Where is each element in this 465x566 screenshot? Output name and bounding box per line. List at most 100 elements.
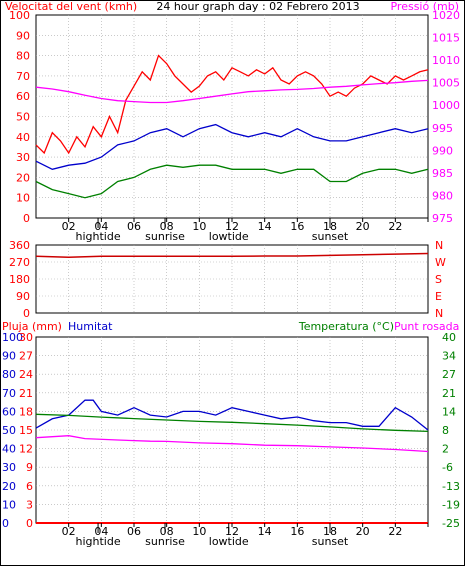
climate-x-tick-label: 22: [388, 525, 402, 538]
wind-y-tick-label: 0: [23, 212, 30, 225]
wind-x-tick-label: 02: [62, 220, 76, 233]
wind-y-tick-label: 30: [16, 151, 30, 164]
wind-y-tick-label: 10: [16, 192, 30, 205]
wind-y-tick-label: 60: [16, 90, 30, 103]
temperature-y-tick-label: 34: [442, 350, 456, 363]
wind-x-tick-label: 20: [356, 220, 370, 233]
series-wind_gust: [35, 54, 429, 155]
direction-y-tick-label: 180: [9, 273, 30, 286]
temperature-y-tick-label: 40: [442, 331, 456, 344]
rain-y-tick-label: 27: [19, 350, 33, 363]
wind-x-tick-label: 08: [160, 220, 174, 233]
temperature-y-tick-label: 8: [442, 424, 449, 437]
dewpoint-axis-label: Punt rosada: [394, 320, 459, 333]
wind-x-tick-label: 14: [258, 220, 272, 233]
wind-event-label: sunset: [312, 230, 349, 243]
humidity-y-tick-label: 50: [2, 424, 16, 437]
temperature-y-tick-label: 2: [442, 443, 449, 456]
humidity-y-tick-label: 20: [2, 480, 16, 493]
climate-x-tick-label: 20: [356, 525, 370, 538]
wind-y-tick-label: 100: [9, 9, 30, 22]
humidity-y-tick-label: 40: [2, 443, 16, 456]
temperature-y-tick-label: -19: [442, 498, 460, 511]
climate-event-label: sunset: [312, 535, 349, 548]
pressure-y-tick-label: 995: [432, 122, 453, 135]
pressure-axis-label: Pressió (mb): [390, 0, 459, 13]
climate-x-tick-label: 16: [290, 525, 304, 538]
series-wind_min: [35, 164, 429, 199]
series-wind_dir: [35, 252, 429, 259]
wind-y-tick-label: 40: [16, 131, 30, 144]
humidity-axis-label: Humitat: [68, 320, 113, 333]
wind-y-tick-label: 90: [16, 29, 30, 42]
rain-y-tick-label: 0: [26, 517, 33, 530]
compass-tick-label: S: [435, 273, 442, 286]
pressure-y-tick-label: 1005: [432, 77, 460, 90]
humidity-y-tick-label: 30: [2, 461, 16, 474]
rain-y-tick-label: 9: [26, 461, 33, 474]
compass-tick-label: N: [435, 239, 443, 252]
pressure-y-tick-label: 975: [432, 212, 453, 225]
climate-x-tick-label: 06: [127, 525, 141, 538]
humidity-y-tick-label: 80: [2, 368, 16, 381]
humidity-y-tick-label: 90: [2, 350, 16, 363]
wind-y-tick-label: 50: [16, 111, 30, 124]
direction-y-tick-label: 90: [16, 290, 30, 303]
rain-y-tick-label: 30: [19, 331, 33, 344]
temperature-y-tick-label: -25: [442, 517, 460, 530]
climate-x-tick-label: 10: [192, 525, 206, 538]
climate-event-label: lowtide: [209, 535, 249, 548]
humidity-y-tick-label: 100: [2, 331, 23, 344]
wind-x-tick-label: 10: [192, 220, 206, 233]
series-pressure: [35, 79, 429, 104]
series-wind_avg: [35, 123, 429, 170]
wind-event-label: hightide: [76, 230, 121, 243]
direction-y-tick-label: 270: [9, 256, 30, 269]
rain-y-tick-label: 21: [19, 387, 33, 400]
humidity-y-tick-label: 10: [2, 498, 16, 511]
temperature-y-tick-label: 21: [442, 387, 456, 400]
pressure-y-tick-label: 980: [432, 189, 453, 202]
temperature-y-tick-label: 14: [442, 405, 456, 418]
wind-event-label: sunrise: [145, 230, 185, 243]
rain-y-tick-label: 15: [19, 424, 33, 437]
wind-y-tick-label: 70: [16, 70, 30, 83]
compass-tick-label: E: [435, 290, 442, 303]
wind-y-tick-label: 20: [16, 171, 30, 184]
humidity-y-tick-label: 60: [2, 405, 16, 418]
climate-event-label: hightide: [76, 535, 121, 548]
rain-axis-label: Pluja (mm): [2, 320, 62, 333]
rain-y-tick-label: 18: [19, 405, 33, 418]
pressure-y-tick-label: 1020: [432, 9, 460, 22]
chart-title: 24 hour graph day : 02 Febrero 2013: [156, 0, 359, 13]
series-humidity: [35, 399, 429, 431]
temperature-y-tick-label: 27: [442, 368, 456, 381]
direction-y-tick-label: 0: [23, 307, 30, 320]
rain-y-tick-label: 24: [19, 368, 33, 381]
rain-y-tick-label: 6: [26, 480, 33, 493]
pressure-y-tick-label: 990: [432, 144, 453, 157]
wind-x-tick-label: 22: [388, 220, 402, 233]
wind-x-tick-label: 16: [290, 220, 304, 233]
rain-y-tick-label: 12: [19, 443, 33, 456]
series-dew: [35, 435, 429, 453]
pressure-y-tick-label: 1010: [432, 54, 460, 67]
wind-x-tick-label: 06: [127, 220, 141, 233]
rain-y-tick-label: 3: [26, 498, 33, 511]
pressure-y-tick-label: 1015: [432, 32, 460, 45]
compass-tick-label: N: [435, 307, 443, 320]
humidity-y-tick-label: 0: [2, 517, 9, 530]
climate-x-tick-label: 08: [160, 525, 174, 538]
direction-y-tick-label: 360: [9, 239, 30, 252]
compass-tick-label: W: [435, 256, 446, 269]
climate-x-tick-label: 02: [62, 525, 76, 538]
temperature-y-tick-label: -13: [442, 480, 460, 493]
temperature-y-tick-label: -6: [442, 461, 453, 474]
humidity-y-tick-label: 70: [2, 387, 16, 400]
temperature-axis-label: Temperatura (°C): [298, 320, 394, 333]
climate-x-tick-label: 14: [258, 525, 272, 538]
wind-event-label: lowtide: [209, 230, 249, 243]
wind-axis-label: Velocitat del vent (kmh): [5, 0, 137, 13]
pressure-y-tick-label: 985: [432, 167, 453, 180]
